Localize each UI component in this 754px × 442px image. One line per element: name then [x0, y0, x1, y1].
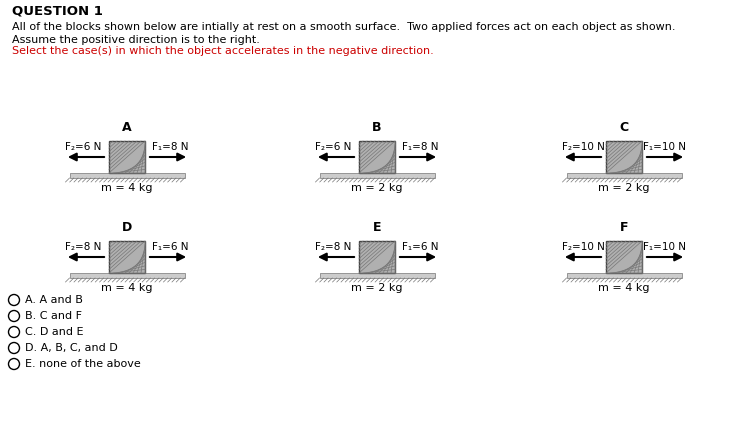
Text: C: C — [620, 121, 629, 134]
Text: C. D and E: C. D and E — [25, 327, 84, 337]
Bar — [109, 241, 145, 273]
Bar — [109, 141, 145, 173]
Bar — [69, 273, 185, 278]
Bar — [320, 273, 434, 278]
Bar — [566, 173, 682, 178]
Text: m = 2 kg: m = 2 kg — [598, 183, 650, 193]
Text: Assume the positive direction is to the right.: Assume the positive direction is to the … — [12, 35, 260, 45]
Text: F₁=10 N: F₁=10 N — [643, 242, 686, 252]
Text: F₂=6 N: F₂=6 N — [65, 142, 101, 152]
Text: m = 2 kg: m = 2 kg — [351, 183, 403, 193]
Text: F₁=8 N: F₁=8 N — [152, 142, 189, 152]
Text: A. A and B: A. A and B — [25, 295, 83, 305]
Text: All of the blocks shown below are intially at rest on a smooth surface.  Two app: All of the blocks shown below are intial… — [12, 22, 676, 32]
Text: E: E — [372, 221, 382, 234]
Text: m = 4 kg: m = 4 kg — [101, 283, 153, 293]
Bar — [359, 141, 395, 173]
Text: F₁=8 N: F₁=8 N — [403, 142, 439, 152]
Text: m = 2 kg: m = 2 kg — [351, 283, 403, 293]
Text: A: A — [122, 121, 132, 134]
Bar — [320, 173, 434, 178]
Text: F₂=8 N: F₂=8 N — [65, 242, 101, 252]
Text: F₂=10 N: F₂=10 N — [562, 142, 605, 152]
Text: D: D — [122, 221, 132, 234]
Bar — [69, 173, 185, 178]
Text: Select the case(s) in which the object accelerates in the negative direction.: Select the case(s) in which the object a… — [12, 46, 434, 56]
Text: QUESTION 1: QUESTION 1 — [12, 5, 103, 18]
Text: F₂=10 N: F₂=10 N — [562, 242, 605, 252]
Text: D. A, B, C, and D: D. A, B, C, and D — [25, 343, 118, 353]
Bar — [606, 141, 642, 173]
Text: m = 4 kg: m = 4 kg — [101, 183, 153, 193]
Text: F₁=6 N: F₁=6 N — [403, 242, 439, 252]
Bar — [606, 241, 642, 273]
Text: F₂=8 N: F₂=8 N — [315, 242, 351, 252]
Text: F: F — [620, 221, 628, 234]
Text: E. none of the above: E. none of the above — [25, 359, 141, 369]
Text: F₂=6 N: F₂=6 N — [315, 142, 351, 152]
Bar — [566, 273, 682, 278]
Text: F₁=10 N: F₁=10 N — [643, 142, 686, 152]
Text: m = 4 kg: m = 4 kg — [598, 283, 650, 293]
Text: B. C and F: B. C and F — [25, 311, 82, 321]
Text: F₁=6 N: F₁=6 N — [152, 242, 189, 252]
Bar — [359, 241, 395, 273]
Text: B: B — [372, 121, 382, 134]
